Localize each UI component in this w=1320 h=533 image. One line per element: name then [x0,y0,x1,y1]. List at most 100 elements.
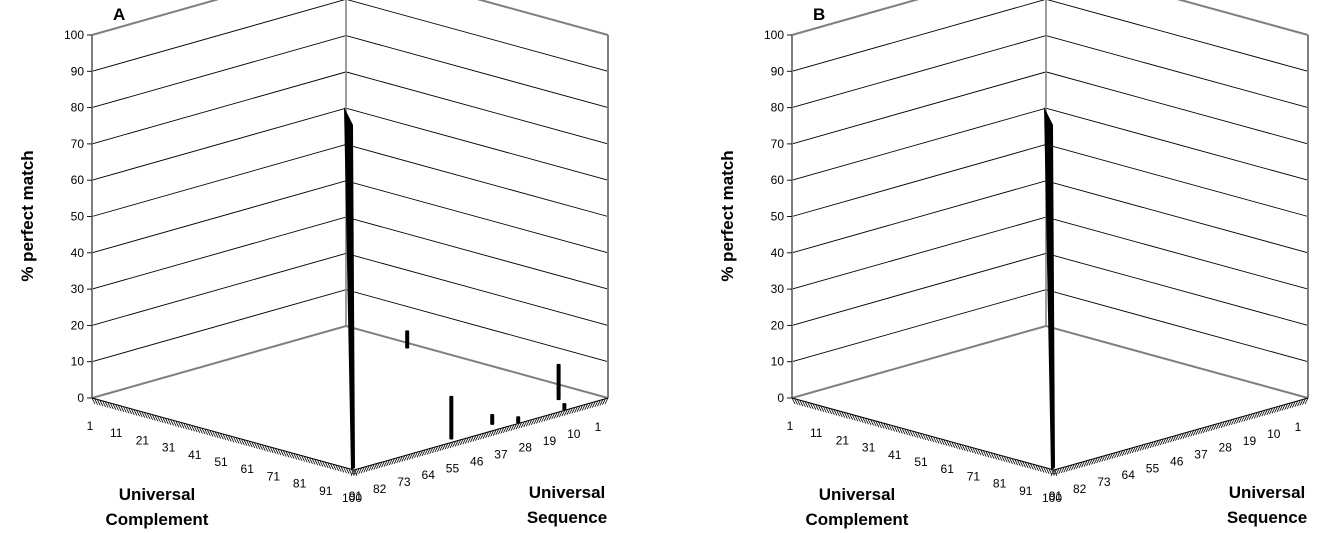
y-tick-mark [1144,443,1149,450]
y-tick-mark [1302,398,1306,405]
x-tick-mark [940,438,945,446]
y-tick-label: 91 [1049,489,1063,503]
x-tick-mark [943,439,948,446]
x-tick-label: 51 [914,455,928,469]
bar-5 [516,416,521,424]
y-tick-mark [1063,466,1068,473]
panel-label: A [113,5,125,24]
x-tick-mark [324,461,329,469]
y-tick-mark [1076,462,1080,469]
x-tick-mark [820,405,825,413]
y-tick-mark [1142,443,1146,451]
x-tick-label: 81 [993,477,1007,491]
y-tick-mark [1203,426,1207,433]
y-tick-mark [1286,402,1291,410]
y-tick-mark [1152,441,1156,448]
x-tick-mark [170,419,174,426]
y-tick-mark [1276,405,1281,413]
x-tick-mark [1035,464,1040,472]
y-axis-title-line: Sequence [527,508,607,527]
y-tick-mark [388,459,393,466]
y-tick-label: 82 [1073,482,1087,496]
y-tick-mark [1134,446,1139,453]
y-tick-mark [1065,465,1070,472]
x-tick-mark [259,443,264,451]
y-tick-mark [528,419,533,426]
y-tick-mark [576,405,581,413]
x-tick-mark [230,435,235,443]
y-tick-mark [452,441,456,448]
x-tick-mark [172,420,177,427]
x-tick-mark [233,436,237,444]
x-tick-mark [972,447,977,454]
y-tick-mark [449,441,454,449]
y-tick-mark [1073,463,1078,470]
y-tick-mark [1294,400,1299,408]
x-tick-label: 31 [862,441,876,455]
x-tick-mark [165,417,169,425]
y-tick-mark [1228,419,1233,426]
x-tick-mark [993,453,998,460]
x-tick-mark [1040,466,1045,473]
y-tick-label: 19 [543,434,557,448]
y-tick-mark [459,438,464,446]
x-tick-label: 31 [162,441,176,455]
x-tick-mark [123,406,127,413]
x-tick-mark [159,416,164,423]
y-tick-mark [1172,435,1177,442]
x-tick-mark [867,418,872,426]
x-tick-mark [109,402,114,410]
x-tick-mark [99,399,104,407]
x-tick-mark [959,443,964,451]
y-tick-mark [1147,442,1151,449]
x-tick-mark [988,451,992,459]
y-tick-mark [543,415,548,422]
x-tick-mark [933,436,937,444]
z-tick-label: 40 [771,246,785,260]
x-tick-mark [804,401,809,408]
y-tick-mark [1213,423,1217,431]
x-tick-mark [846,412,851,420]
x-tick-mark [904,428,909,436]
x-tick-mark [185,423,190,431]
x-tick-mark [883,423,888,430]
z-tick-label: 70 [71,137,85,151]
y-axis-title-line: Sequence [1227,508,1307,527]
y-tick-label: 82 [373,482,387,496]
z-tick-label: 0 [777,391,784,405]
x-tick-mark [128,407,133,415]
x-tick-mark [256,443,261,450]
y-tick-mark [551,412,556,420]
x-tick-mark [322,461,326,468]
x-tick-mark [201,428,206,435]
y-tick-mark [546,414,550,421]
bar-4 [449,395,454,440]
y-tick-mark [396,456,401,464]
wall-edge-top [791,0,1309,36]
z-tick-label: 30 [771,282,785,296]
y-tick-mark [1187,430,1192,438]
y-axis-title-line: Universal [1229,483,1306,502]
y-tick-mark [597,399,601,407]
x-tick-mark [964,445,969,452]
y-tick-mark [1157,439,1162,446]
y-tick-mark [368,464,373,472]
y-axis-title-line: Universal [529,483,606,502]
bar-3 [490,414,495,425]
x-tick-mark [238,438,243,445]
x-tick-mark [1003,456,1008,463]
x-axis-title-line: Universal [819,485,896,504]
y-tick-mark [424,448,429,456]
x-tick-mark [880,422,885,429]
y-tick-mark [365,465,370,472]
y-tick-mark [548,413,553,421]
gridline-80 [91,35,609,109]
z-tick-label: 50 [71,210,85,224]
x-tick-mark [157,415,161,423]
y-tick-mark [1195,428,1200,436]
x-tick-mark [912,430,916,438]
y-tick-mark [434,446,439,453]
x-tick-mark [149,413,153,421]
x-tick-mark [141,411,146,418]
x-tick-mark [246,440,250,447]
